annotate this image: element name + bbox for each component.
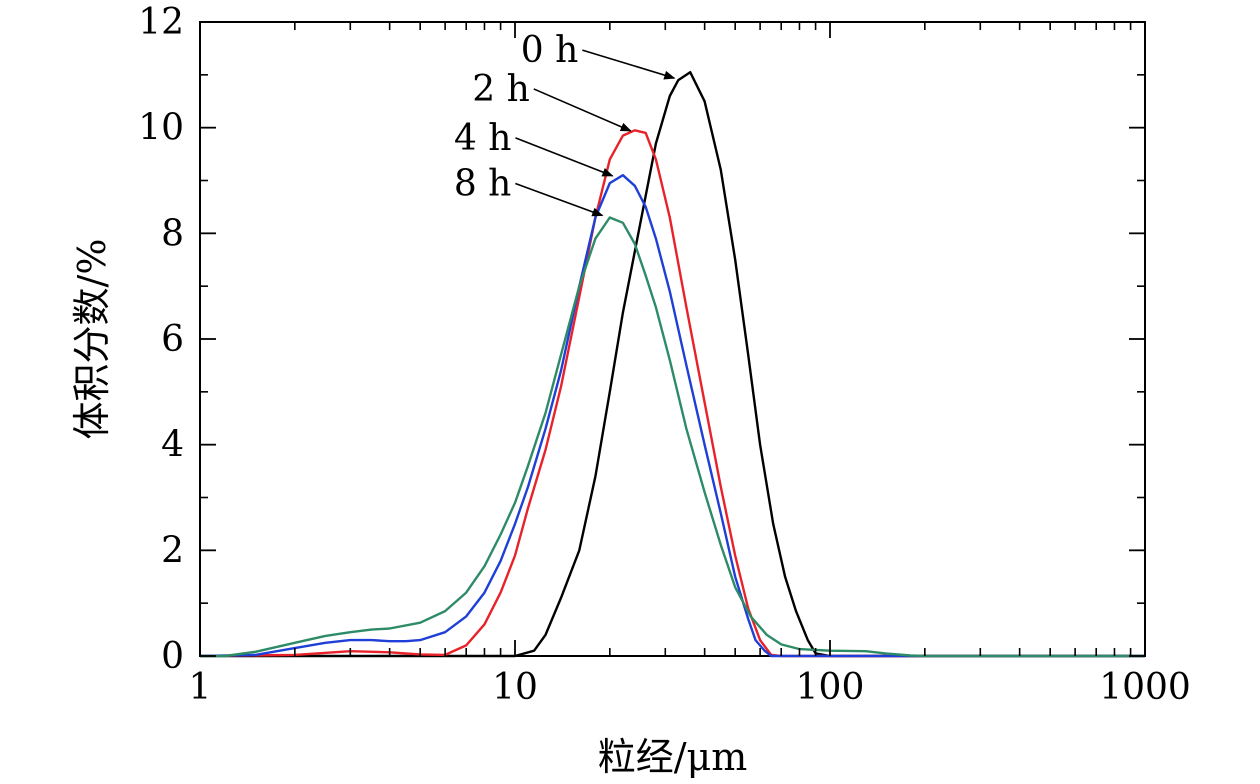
- annotation-arrow: [515, 182, 604, 217]
- x-tick-label: 1000: [1099, 667, 1191, 708]
- x-tick-label: 100: [796, 667, 865, 708]
- y-tick-label: 10: [138, 108, 184, 149]
- annotation-arrow: [533, 88, 632, 132]
- y-tick-label: 2: [161, 530, 184, 571]
- y-tick-label: 6: [161, 319, 184, 360]
- x-axis-title: 粒经/μm: [598, 735, 748, 779]
- annotation-label-2h: 2 h: [472, 69, 530, 110]
- y-tick-label: 4: [161, 425, 184, 466]
- y-axis-title: 体积分数/%: [70, 239, 114, 440]
- plot-area: [199, 21, 1146, 657]
- axes: 1 10 100 1000 0 2 4 6 8 10 12: [138, 2, 1191, 708]
- x-tick-label: 1: [189, 667, 212, 708]
- series-line-8h: [200, 216, 1145, 658]
- series-line-0h: [200, 71, 1145, 658]
- annotation-arrow: [515, 137, 614, 177]
- annotation-label-8h: 8 h: [454, 163, 512, 204]
- series-line-2h: [199, 129, 1145, 658]
- annotation-label-0h: 0 h: [521, 30, 579, 71]
- y-tick-label: 8: [161, 213, 184, 254]
- y-tick-label: 0: [161, 636, 184, 677]
- x-tick-label: 10: [492, 667, 538, 708]
- y-tick-label: 12: [138, 2, 184, 43]
- plot-frame: [199, 21, 1146, 657]
- annotation-group: 0 h2 h 4 h8 h: [454, 30, 676, 217]
- series-line-4h: [199, 174, 1145, 658]
- series-group: [199, 71, 1145, 658]
- annotation-arrow: [582, 49, 676, 80]
- annotation-label-4h: 4 h: [454, 118, 512, 159]
